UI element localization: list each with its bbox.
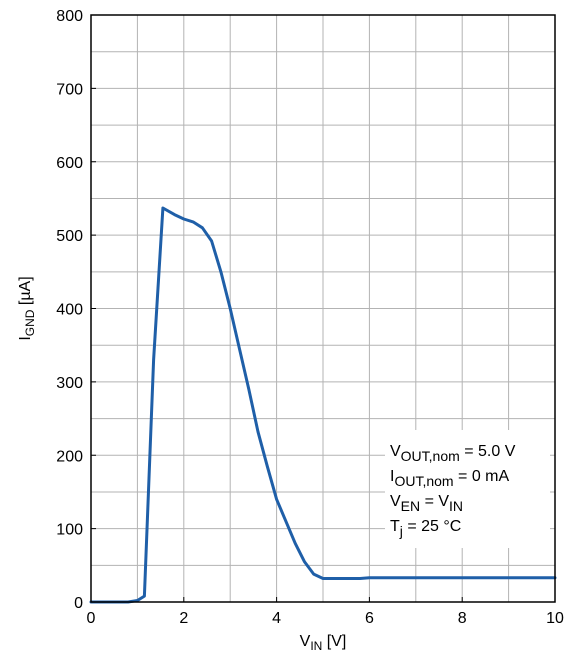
y-tick-label: 700 bbox=[56, 81, 83, 98]
annotation-line: VOUT,nom = 5.0 V bbox=[390, 443, 516, 464]
x-tick-labels: 0 2 4 6 8 10 bbox=[87, 597, 564, 627]
x-tick-label: 2 bbox=[179, 610, 188, 627]
conditions-annotation: VOUT,nom = 5.0 V IOUT,nom = 0 mA VEN = VIN… bbox=[390, 443, 516, 539]
x-tick-label: 6 bbox=[365, 610, 374, 627]
y-tick-labels: 0 100 200 300 400 500 600 700 800 bbox=[56, 8, 96, 612]
y-tick-label: 600 bbox=[56, 155, 83, 172]
y-axis-label: IGND [µA] bbox=[17, 276, 37, 340]
y-tick-label: 0 bbox=[74, 595, 83, 612]
y-tick-label: 100 bbox=[56, 522, 83, 539]
y-tick-label: 500 bbox=[56, 228, 83, 245]
x-axis-label: VIN [V] bbox=[300, 633, 347, 653]
x-tick-label: 0 bbox=[87, 610, 96, 627]
x-tick-label: 10 bbox=[546, 610, 564, 627]
x-tick-label: 4 bbox=[272, 610, 281, 627]
grid bbox=[91, 15, 555, 602]
annotation-line: VEN = VIN bbox=[390, 493, 463, 514]
y-tick-label: 300 bbox=[56, 375, 83, 392]
series-group bbox=[89, 206, 557, 604]
x-tick-label: 8 bbox=[458, 610, 467, 627]
annotation-box bbox=[385, 430, 550, 548]
y-tick-label: 800 bbox=[56, 8, 83, 25]
annotation-line: Tj = 25 °C bbox=[390, 518, 461, 539]
annotation-line: IOUT,nom = 0 mA bbox=[390, 468, 509, 489]
series-line bbox=[89, 206, 557, 604]
y-tick-label: 400 bbox=[56, 302, 83, 319]
y-tick-label: 200 bbox=[56, 448, 83, 465]
